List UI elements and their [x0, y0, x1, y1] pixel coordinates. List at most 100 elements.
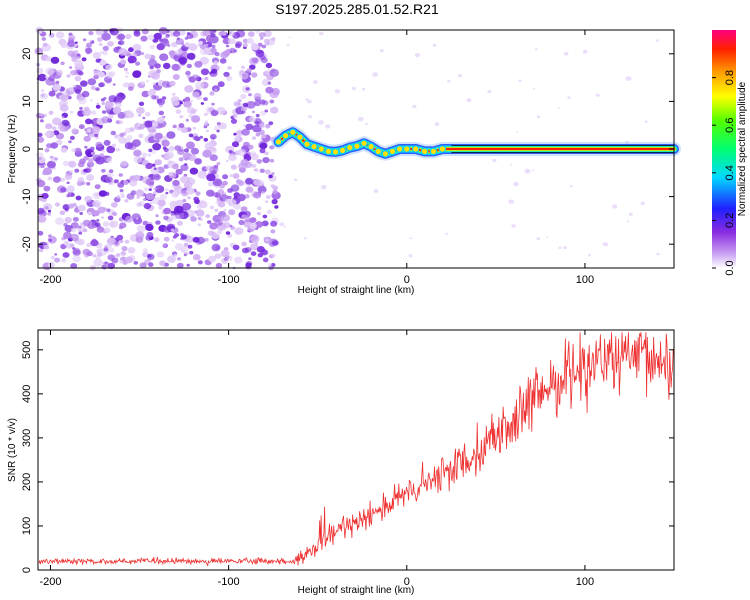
- noise-speckle: [43, 244, 50, 250]
- noise-speckle: [72, 255, 81, 263]
- noise-speckle: [248, 116, 256, 123]
- noise-speckle: [162, 146, 167, 150]
- noise-speckle: [226, 75, 233, 82]
- noise-speckle: [154, 159, 162, 166]
- noise-speckle: [92, 210, 100, 217]
- noise-speckle: [241, 106, 247, 112]
- noise-speckle: [582, 49, 588, 54]
- noise-speckle: [124, 256, 134, 264]
- noise-speckle: [258, 123, 265, 129]
- noise-speckle: [237, 193, 246, 202]
- noise-speckle: [612, 204, 618, 209]
- colorbar-tick-label: 0.4: [724, 165, 736, 180]
- y-tick-label: -20: [21, 236, 33, 252]
- noise-speckle: [125, 33, 132, 40]
- noise-speckle: [205, 214, 211, 219]
- noise-speckle: [141, 152, 148, 157]
- noise-speckle: [43, 185, 51, 192]
- noise-speckle: [111, 143, 117, 148]
- noise-speckle: [251, 136, 257, 140]
- noise-speckle: [194, 199, 201, 205]
- noise-speckle: [75, 195, 82, 201]
- noise-speckle: [103, 230, 107, 234]
- noise-speckle: [73, 50, 79, 55]
- noise-speckle: [408, 254, 413, 258]
- noise-speckle: [125, 215, 134, 223]
- noise-speckle: [148, 148, 153, 153]
- noise-speckle: [379, 49, 384, 53]
- noise-speckle: [259, 148, 266, 154]
- noise-speckle: [70, 227, 77, 233]
- noise-speckle: [159, 194, 167, 200]
- noise-speckle: [261, 44, 266, 49]
- noise-speckle: [140, 35, 148, 42]
- noise-speckle: [143, 187, 149, 192]
- y-tick-label: 500: [21, 341, 33, 359]
- noise-speckle: [172, 235, 177, 239]
- noise-speckle: [197, 170, 208, 179]
- y-tick-label: 200: [21, 473, 33, 491]
- noise-speckle: [103, 247, 109, 252]
- noise-speckle: [409, 237, 413, 240]
- noise-speckle: [51, 126, 57, 131]
- noise-speckle: [48, 32, 55, 38]
- noise-speckle: [191, 74, 200, 81]
- noise-speckle: [567, 96, 571, 99]
- noise-speckle: [142, 220, 149, 226]
- noise-speckle: [227, 66, 232, 70]
- noise-speckle: [251, 110, 255, 114]
- noise-speckle: [94, 184, 101, 190]
- noise-speckle: [100, 50, 104, 55]
- colorbar-tick-label: 0.2: [724, 213, 736, 228]
- noise-speckle: [206, 173, 216, 182]
- noise-speckle: [189, 46, 195, 51]
- noise-speckle: [122, 82, 130, 88]
- y-tick-label: 0: [21, 146, 33, 152]
- noise-speckle: [656, 252, 660, 256]
- noise-speckle: [124, 127, 132, 134]
- noise-speckle: [54, 257, 61, 263]
- noise-speckle: [534, 48, 538, 51]
- x-tick-label: -200: [39, 274, 61, 286]
- noise-speckle: [94, 202, 100, 208]
- noise-speckle: [183, 100, 192, 108]
- noise-speckle: [95, 141, 103, 148]
- noise-speckle: [357, 116, 364, 122]
- noise-speckle: [84, 145, 88, 149]
- noise-speckle: [66, 194, 70, 198]
- noise-speckle: [145, 79, 150, 83]
- noise-speckle: [60, 147, 68, 153]
- noise-speckle: [176, 262, 184, 269]
- noise-speckle: [149, 44, 156, 50]
- noise-speckle: [78, 231, 83, 235]
- noise-speckle: [161, 139, 170, 147]
- noise-speckle: [245, 186, 254, 193]
- noise-speckle: [303, 237, 307, 240]
- noise-speckle: [119, 189, 124, 193]
- spectrogram-x-axis-title: Height of straight line (km): [298, 285, 415, 296]
- noise-speckle: [138, 114, 142, 117]
- noise-speckle: [90, 85, 96, 90]
- noise-speckle: [197, 260, 203, 265]
- noise-speckle: [161, 154, 165, 158]
- noise-speckle: [362, 87, 366, 91]
- noise-speckle: [150, 167, 160, 175]
- noise-speckle: [184, 42, 191, 48]
- noise-speckle: [247, 31, 255, 37]
- noise-speckle: [156, 116, 165, 124]
- noise-speckle: [189, 250, 194, 255]
- noise-speckle: [156, 69, 161, 74]
- noise-speckle: [272, 240, 279, 246]
- noise-speckle: [108, 247, 115, 253]
- noise-speckle: [196, 236, 205, 244]
- noise-speckle: [106, 71, 114, 79]
- noise-speckle: [171, 63, 180, 71]
- noise-speckle: [251, 57, 259, 63]
- noise-speckle: [187, 196, 191, 200]
- noise-speckle: [466, 98, 472, 103]
- noise-speckle: [225, 198, 231, 204]
- noise-speckle: [154, 132, 163, 140]
- noise-speckle: [168, 172, 174, 176]
- noise-speckle: [588, 253, 591, 257]
- noise-speckle: [626, 220, 630, 223]
